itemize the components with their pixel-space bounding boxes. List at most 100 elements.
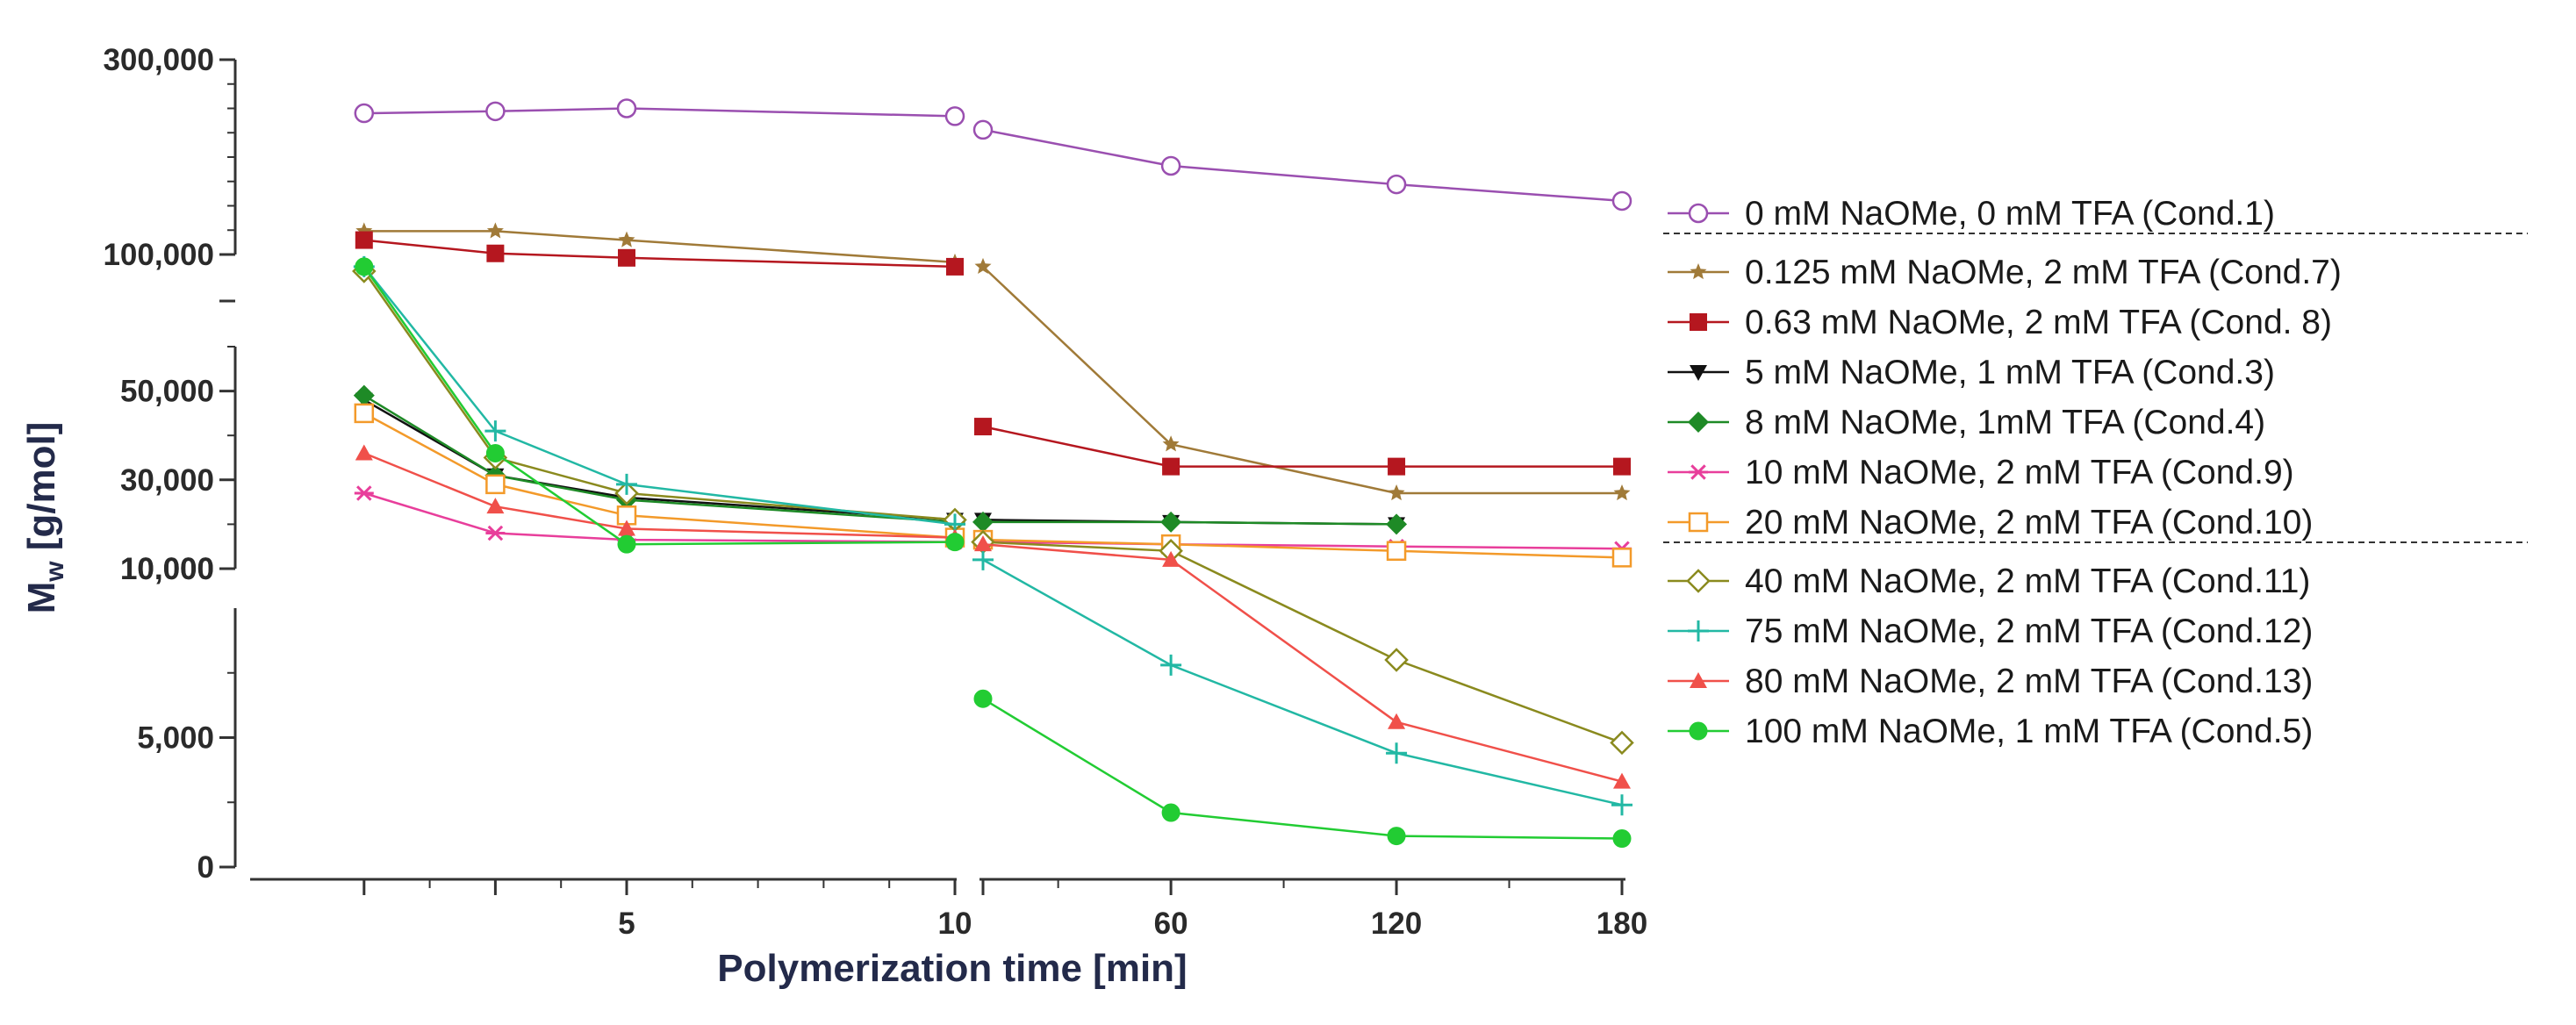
data-point — [946, 257, 964, 276]
series-line — [363, 394, 956, 524]
data-point — [1690, 365, 1707, 381]
data-point — [1688, 512, 1709, 533]
y-axis-title-main: M — [20, 582, 63, 614]
data-point — [354, 485, 374, 501]
chart-series — [352, 98, 1634, 849]
legend-label: 0 mM NaOMe, 0 mM TFA (Cond.1) — [1745, 195, 2275, 233]
data-point — [616, 98, 637, 118]
legend-label: 5 mM NaOMe, 1 mM TFA (Cond.3) — [1745, 354, 2275, 391]
data-point — [1160, 155, 1181, 176]
legend-label: 0.63 mM NaOMe, 2 mM TFA (Cond. 8) — [1745, 304, 2332, 341]
chart-axes: 300,000100,00050,00030,00010,00010,0005,… — [103, 43, 1647, 941]
data-point — [355, 444, 373, 461]
legend-item: 0 mM NaOMe, 0 mM TFA (Cond.1) — [1668, 195, 2275, 233]
data-point — [485, 474, 506, 495]
data-point — [486, 498, 505, 514]
x-tick-label: 120 — [1371, 907, 1422, 941]
data-point — [945, 533, 965, 552]
data-point — [355, 257, 374, 276]
data-point — [486, 222, 504, 239]
data-point — [1386, 742, 1408, 764]
chart-legend: 0 mM NaOMe, 0 mM TFA (Cond.1) 0.125 mM Na… — [1663, 195, 2528, 750]
legend-label: 100 mM NaOMe, 1 mM TFA (Cond.5) — [1745, 713, 2313, 750]
data-point — [1613, 484, 1631, 501]
series-line — [363, 452, 956, 539]
data-point — [1686, 569, 1711, 593]
x-tick-label: 5 — [618, 907, 635, 941]
y-tick-label: 100,000 — [103, 238, 214, 272]
data-point — [1162, 457, 1180, 476]
data-point — [1386, 513, 1408, 535]
data-point — [1613, 457, 1631, 476]
data-point — [1161, 803, 1180, 822]
data-point — [972, 119, 994, 140]
legend-item: 20 mM NaOMe, 2 mM TFA (Cond.10) — [1668, 504, 2313, 541]
data-point — [972, 548, 994, 570]
x-tick-label: 10 — [938, 907, 972, 941]
data-point — [1162, 550, 1180, 567]
y-tick-label: 10,000 — [120, 552, 214, 586]
legend-label: 8 mM NaOMe, 1mM TFA (Cond.4) — [1745, 404, 2265, 441]
x-axis-title: Polymerization time [min] — [717, 947, 1187, 990]
data-point — [618, 520, 635, 536]
y-tick-label: 10,000 — [120, 552, 214, 586]
data-point — [1611, 190, 1632, 211]
data-point — [485, 525, 506, 541]
y-tick-label: 300,000 — [103, 43, 214, 77]
series-line — [362, 266, 956, 546]
legend-item: 40 mM NaOMe, 2 mM TFA (Cond.11) — [1668, 563, 2310, 600]
data-point — [1612, 829, 1632, 849]
data-point — [974, 535, 992, 552]
data-point — [974, 418, 992, 436]
x-tick-label: 60 — [1154, 907, 1188, 941]
x-tick-label: 180 — [1597, 907, 1647, 941]
data-point — [1384, 648, 1409, 672]
data-point — [1388, 484, 1405, 501]
data-point — [974, 257, 992, 274]
data-point — [1386, 541, 1407, 562]
data-point — [618, 231, 635, 247]
data-point — [484, 420, 506, 442]
legend-label: 40 mM NaOMe, 2 mM TFA (Cond.11) — [1745, 563, 2310, 600]
legend-item: 75 mM NaOMe, 2 mM TFA (Cond.12) — [1668, 613, 2313, 650]
series-line — [982, 538, 1623, 559]
y-axis-title: Mw [g/mol] — [20, 422, 69, 614]
series-line — [362, 270, 956, 521]
data-point — [1689, 721, 1708, 741]
y-tick-label: 30,000 — [120, 463, 214, 498]
series-line — [362, 266, 956, 526]
data-point — [1611, 794, 1632, 816]
data-point — [1613, 772, 1631, 789]
data-point — [618, 248, 635, 267]
data-point — [1160, 654, 1182, 676]
data-point — [1386, 174, 1407, 195]
data-point — [1388, 457, 1406, 476]
y-tick-label: 0 — [197, 850, 214, 885]
legend-item: 0.125 mM NaOMe, 2 mM TFA (Cond.7) — [1668, 254, 2342, 291]
data-point — [1610, 730, 1634, 756]
data-point — [485, 443, 505, 462]
series-line — [982, 128, 1623, 203]
legend-item: 80 mM NaOMe, 2 mM TFA (Cond.13) — [1668, 663, 2313, 700]
series-line — [363, 398, 956, 521]
data-point — [1690, 672, 1707, 688]
series-11 — [355, 257, 1632, 849]
series-line — [982, 425, 1622, 468]
series-10 — [355, 444, 1631, 789]
legend-item: 100 mM NaOMe, 1 mM TFA (Cond.5) — [1668, 713, 2313, 750]
legend-label: 10 mM NaOMe, 2 mM TFA (Cond.9) — [1745, 454, 2294, 491]
data-point — [944, 106, 965, 126]
data-point — [485, 101, 506, 122]
series-line — [363, 412, 956, 539]
series-line — [363, 107, 956, 118]
series-line — [363, 491, 956, 543]
series-line — [982, 542, 1623, 783]
series-5 — [353, 384, 1408, 535]
data-point — [1160, 511, 1182, 533]
series-line — [983, 520, 1397, 526]
data-point — [354, 103, 375, 124]
data-point — [1611, 548, 1632, 568]
legend-label: 0.125 mM NaOMe, 2 mM TFA (Cond.7) — [1745, 254, 2342, 291]
legend-label: 20 mM NaOMe, 2 mM TFA (Cond.10) — [1745, 504, 2313, 541]
